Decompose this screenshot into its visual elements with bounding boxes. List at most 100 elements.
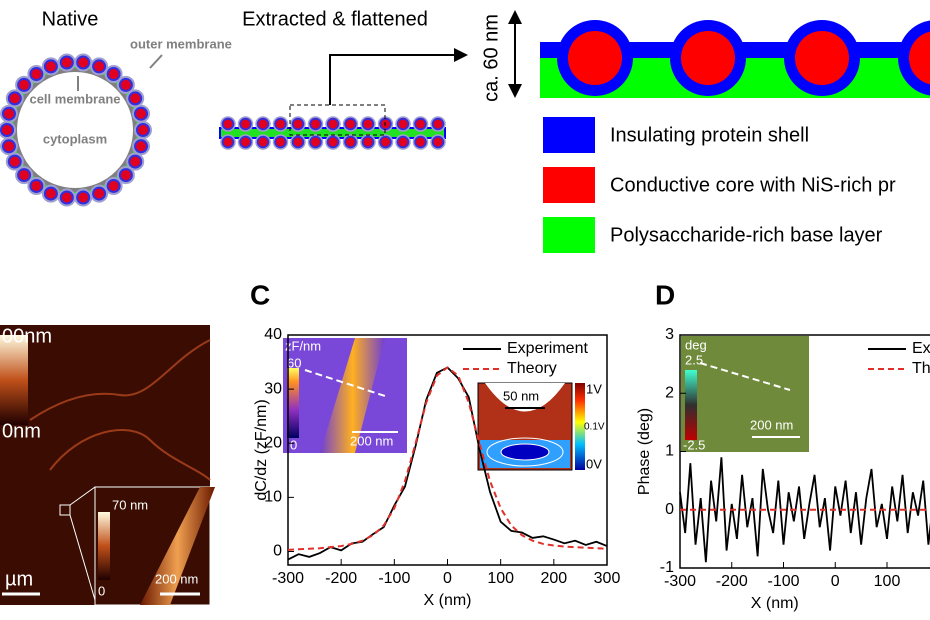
legend-swatch [543, 167, 595, 203]
x-tick-label: -300 [272, 570, 304, 587]
profile-line [699, 362, 791, 391]
afm-filament [140, 487, 215, 605]
colorbar [0, 335, 28, 425]
tip [485, 383, 565, 412]
label: 0 [290, 437, 297, 452]
panel-label: C [250, 279, 270, 310]
particle-core [363, 137, 373, 147]
particle-core [31, 180, 42, 191]
cross-section [540, 20, 930, 98]
particle-core [276, 137, 285, 147]
particle-core [381, 137, 390, 147]
particle-core [258, 137, 268, 147]
particle-core [311, 119, 320, 129]
legend-label: Conductive core with NiS-rich pr [610, 174, 896, 196]
y-tick-label: 1 [665, 443, 674, 460]
x-tick-label: 0 [831, 573, 840, 590]
label: 0nm [2, 420, 41, 442]
particle-core [19, 79, 30, 90]
label: deg [685, 337, 707, 352]
x-tick-label: -200 [716, 573, 748, 590]
arrow [149, 54, 163, 69]
inset-filament [320, 338, 385, 453]
particle-core [398, 119, 408, 129]
panel-label: D [655, 279, 675, 310]
particle-core [416, 137, 425, 147]
label: cytoplasm [43, 131, 107, 146]
particle-core [328, 119, 338, 129]
selection-box [289, 104, 386, 136]
colorbar [575, 383, 585, 470]
particle-core [416, 119, 425, 129]
legend-label: Exp [912, 340, 930, 357]
y-tick-label: 3 [665, 326, 674, 343]
inset-image [681, 336, 809, 452]
particle-core [45, 61, 56, 72]
label: 200 nm [750, 417, 793, 432]
arrow [329, 54, 455, 105]
x-tick-label: -100 [378, 570, 410, 587]
y-tick-label: 0 [273, 543, 282, 560]
filament-outline [486, 437, 564, 467]
label: 0 [98, 583, 105, 598]
particle-core [311, 137, 320, 147]
core [568, 31, 622, 85]
y-tick-label: -1 [660, 559, 674, 576]
x-tick-label: -300 [664, 573, 696, 590]
particle-core [130, 93, 141, 104]
colorbar [685, 370, 697, 440]
label: µm [5, 568, 33, 590]
particle-core [78, 57, 89, 68]
label: ca. 60 nm [480, 14, 502, 102]
arrow-head [454, 48, 468, 62]
native-cell [0, 53, 152, 207]
particle-core [3, 141, 14, 152]
particle-core [94, 61, 105, 72]
afm-feature [29, 339, 211, 481]
y-tick-label: 10 [264, 489, 282, 506]
y-tick-label: 40 [264, 326, 282, 343]
x-tick-label: 0 [443, 570, 452, 587]
y-tick-label: 2 [665, 384, 674, 401]
y-axis-label: dC/dz (zF/nm) [253, 399, 270, 500]
y-tick-label: 0 [665, 501, 674, 518]
particle-core [45, 188, 56, 199]
flattened-envelope [219, 116, 446, 150]
particle-core [241, 119, 250, 129]
x-tick-label: -200 [325, 570, 357, 587]
particle-core [61, 57, 72, 68]
particle-core [19, 170, 30, 181]
x-tick-label: 100 [874, 573, 901, 590]
particle-core [223, 119, 233, 129]
x-tick-label: 300 [594, 570, 621, 587]
particle-core [223, 137, 233, 147]
particle-core [120, 79, 131, 90]
label: 200 nm [350, 433, 393, 448]
zoom-line [69, 514, 96, 601]
cell-membrane [13, 68, 137, 192]
particle-core [346, 137, 355, 147]
particle-core [136, 141, 147, 152]
legend-label: Insulating protein shell [610, 124, 809, 146]
core [909, 31, 930, 85]
particle-core [293, 137, 303, 147]
zoom-box [59, 504, 71, 516]
label: zF/nm [285, 338, 321, 353]
particle-core [241, 137, 250, 147]
particle-core [108, 180, 119, 191]
arrow-head [508, 84, 522, 98]
particle-core [276, 119, 285, 129]
particle-core [108, 69, 119, 80]
x-tick-label: 100 [487, 570, 514, 587]
label: 2.5 [685, 352, 703, 367]
particle-core [398, 137, 408, 147]
label: 60 [287, 355, 301, 370]
colorbar [98, 512, 110, 580]
zoom-line [69, 486, 96, 506]
particle-core [2, 125, 12, 135]
particle-core [363, 119, 373, 129]
particle-core [78, 192, 89, 203]
particle-core [3, 108, 14, 119]
legend-label: Experiment [507, 340, 588, 357]
